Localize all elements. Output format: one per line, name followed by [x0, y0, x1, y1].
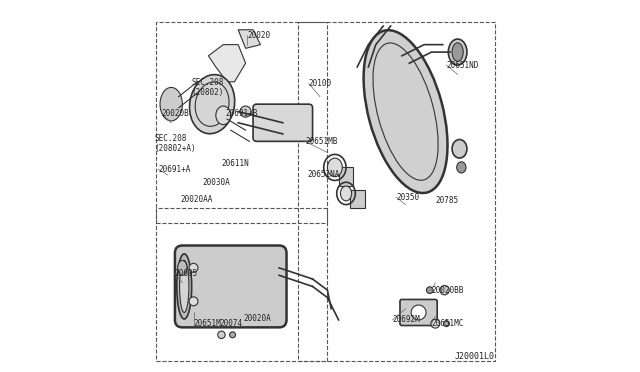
- Polygon shape: [238, 30, 260, 48]
- Circle shape: [230, 332, 236, 338]
- Ellipse shape: [440, 286, 449, 295]
- Text: 20100: 20100: [309, 79, 332, 88]
- Text: J20001L0: J20001L0: [455, 352, 495, 361]
- FancyBboxPatch shape: [253, 104, 312, 141]
- Text: 20020A: 20020A: [244, 314, 271, 323]
- Text: 20691+A: 20691+A: [158, 165, 191, 174]
- Text: 20651NA: 20651NA: [307, 170, 339, 179]
- Ellipse shape: [452, 43, 463, 61]
- Ellipse shape: [457, 162, 466, 173]
- Text: SEC.208
(20802+A): SEC.208 (20802+A): [154, 134, 196, 153]
- Ellipse shape: [340, 186, 351, 201]
- Polygon shape: [349, 190, 365, 208]
- Polygon shape: [209, 45, 246, 82]
- Circle shape: [411, 305, 426, 320]
- Circle shape: [431, 319, 440, 328]
- Ellipse shape: [160, 87, 182, 121]
- Circle shape: [444, 321, 449, 327]
- Polygon shape: [339, 167, 353, 186]
- Text: 20651M: 20651M: [193, 319, 221, 328]
- Ellipse shape: [177, 254, 191, 319]
- Text: 20030A: 20030A: [203, 178, 230, 187]
- FancyBboxPatch shape: [175, 246, 287, 327]
- Text: 20651MB: 20651MB: [305, 137, 337, 146]
- Ellipse shape: [426, 287, 433, 294]
- Circle shape: [218, 331, 225, 339]
- Text: 20020: 20020: [248, 31, 271, 40]
- Circle shape: [189, 297, 198, 306]
- Text: 20020BB: 20020BB: [431, 286, 464, 295]
- Text: 20651MC: 20651MC: [431, 319, 464, 328]
- FancyBboxPatch shape: [400, 299, 437, 326]
- Text: 20691+B: 20691+B: [225, 109, 257, 118]
- Text: 20695: 20695: [175, 269, 198, 278]
- Text: 20785: 20785: [435, 196, 458, 205]
- Ellipse shape: [364, 30, 447, 193]
- Text: 20651ND: 20651ND: [447, 61, 479, 70]
- Text: 20611N: 20611N: [221, 159, 249, 168]
- Ellipse shape: [449, 39, 467, 65]
- Ellipse shape: [178, 260, 187, 275]
- Ellipse shape: [189, 75, 235, 134]
- Ellipse shape: [328, 158, 342, 177]
- Circle shape: [240, 106, 251, 117]
- Text: SEC.208
(20802): SEC.208 (20802): [191, 78, 224, 97]
- Text: 20350: 20350: [396, 193, 419, 202]
- Ellipse shape: [452, 140, 467, 158]
- Text: 20074: 20074: [220, 319, 243, 328]
- Ellipse shape: [216, 106, 231, 125]
- Text: 20020B: 20020B: [162, 109, 189, 118]
- Text: 20020AA: 20020AA: [180, 195, 213, 203]
- Circle shape: [189, 263, 198, 272]
- Ellipse shape: [180, 260, 189, 312]
- Text: 20692M: 20692M: [392, 315, 420, 324]
